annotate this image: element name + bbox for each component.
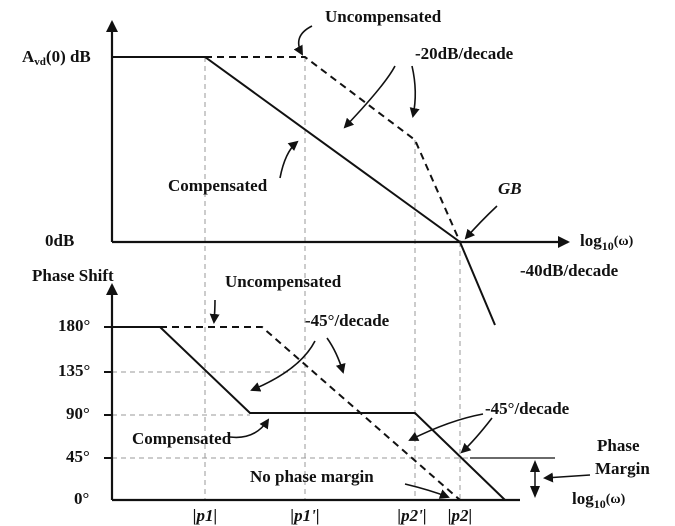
annotation: No phase margin [250,467,374,486]
x-label: log10(ω) [572,489,626,511]
annotation: GB [498,179,522,198]
phase-margin-marker [470,457,591,498]
annotation: Margin [595,459,650,478]
y-label: Phase Shift [32,266,114,285]
x-tick-label: |p1| [193,506,218,525]
annotation: -45°/decade [305,311,390,330]
phase-axes [104,283,520,502]
phase-curves [112,326,506,501]
magnitude-axes [106,20,570,248]
y-tick-label: 45° [66,447,90,466]
annotation: Compensated [132,429,232,448]
arrows [209,25,498,499]
annotation: Phase [597,436,640,455]
y-tick-label: 135° [58,361,90,380]
x-tick-label: |p1'| [290,506,319,525]
x-tick-label: |p2'| [397,506,426,525]
annotation: Uncompensated [225,272,342,291]
x-label: log10(ω) [580,231,634,253]
magnitude-curves [112,56,496,326]
zero-label: 0dB [45,231,74,250]
annotation: Uncompensated [325,7,442,26]
annotation: Compensated [168,176,268,195]
y-tick-label: 180° [58,316,90,335]
y-label: Avd(0) dB [22,47,91,68]
annotation: -20dB/decade [415,44,514,63]
annotation: -45°/decade [485,399,570,418]
y-tick-label: 0° [74,489,89,508]
x-tick-label: |p2| [448,506,473,525]
annotation: -40dB/decade [520,261,619,280]
y-tick-label: 90° [66,404,90,423]
